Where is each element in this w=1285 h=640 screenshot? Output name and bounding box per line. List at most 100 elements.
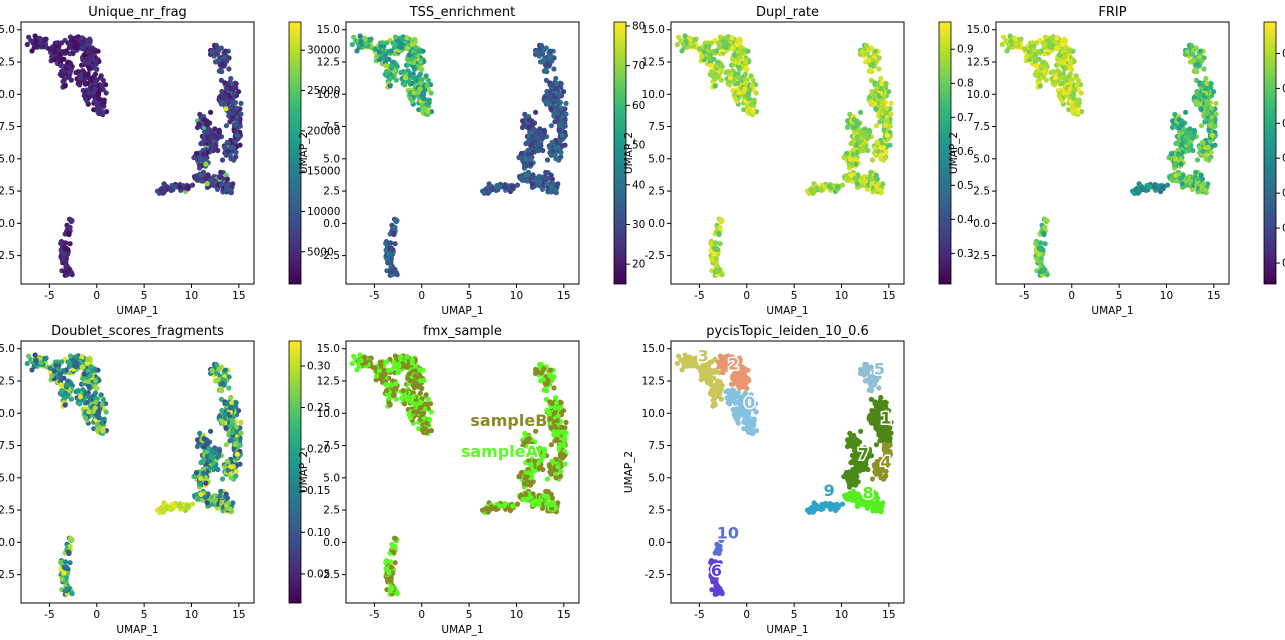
data-point xyxy=(882,123,889,129)
data-point xyxy=(742,71,749,77)
data-point xyxy=(1069,108,1076,114)
data-point xyxy=(714,267,720,273)
data-point xyxy=(1209,105,1215,111)
data-point xyxy=(232,154,238,160)
data-point xyxy=(233,149,239,155)
data-point xyxy=(551,55,557,61)
data-point xyxy=(1193,169,1199,175)
data-point xyxy=(1193,67,1199,73)
data-point xyxy=(854,122,860,128)
data-point xyxy=(79,35,85,41)
data-point xyxy=(94,108,101,114)
data-point xyxy=(87,45,94,51)
colorbar-tick-label: 10000 xyxy=(307,206,340,218)
data-point xyxy=(1004,48,1010,54)
data-point xyxy=(198,172,204,178)
data-point xyxy=(204,122,210,128)
data-point xyxy=(1202,119,1208,125)
data-point xyxy=(1200,181,1206,187)
data-point xyxy=(1038,259,1044,265)
data-point xyxy=(826,183,833,189)
data-point xyxy=(858,109,864,115)
data-point xyxy=(409,38,415,44)
data-point xyxy=(535,130,541,136)
data-point xyxy=(531,126,537,132)
data-point xyxy=(1198,123,1204,129)
data-point xyxy=(236,89,242,95)
data-point xyxy=(544,99,550,105)
data-point xyxy=(385,49,391,55)
data-point xyxy=(207,139,213,145)
data-point xyxy=(1208,149,1214,155)
data-point xyxy=(226,66,232,72)
data-point xyxy=(49,54,55,60)
scatter-points xyxy=(349,33,569,278)
data-point xyxy=(65,73,71,79)
data-point xyxy=(708,240,714,246)
y-tick-label: 5.0 xyxy=(323,153,340,165)
data-point xyxy=(185,184,191,190)
data-point xyxy=(717,34,724,40)
data-point xyxy=(202,175,208,181)
y-tick-label: -2.5 xyxy=(0,250,15,262)
data-point xyxy=(1194,99,1200,105)
data-point xyxy=(843,150,850,157)
data-point xyxy=(529,122,535,128)
data-point xyxy=(63,240,69,246)
data-point xyxy=(91,48,97,54)
data-point xyxy=(520,177,526,183)
data-point xyxy=(878,156,884,162)
data-point xyxy=(1151,183,1157,189)
data-point xyxy=(58,240,64,246)
data-point xyxy=(372,46,378,52)
y-tick-label: 7.5 xyxy=(0,121,15,133)
data-point xyxy=(223,123,229,129)
data-point xyxy=(363,41,369,47)
y-tick-label: 12.5 xyxy=(0,376,15,388)
data-point xyxy=(229,110,235,116)
data-point xyxy=(1191,47,1197,53)
data-point xyxy=(393,62,399,68)
data-point xyxy=(374,54,380,60)
data-point xyxy=(751,97,757,103)
y-tick-label: 10.0 xyxy=(317,89,340,101)
data-point xyxy=(884,105,890,111)
data-point xyxy=(60,49,66,55)
y-axis-label: UMAP_2 xyxy=(948,132,960,174)
x-tick-label: 10 xyxy=(510,290,523,302)
data-point xyxy=(1034,68,1040,75)
data-point xyxy=(68,381,74,387)
y-tick-label: 5.0 xyxy=(973,153,990,165)
data-point xyxy=(203,161,209,167)
data-point xyxy=(877,119,883,125)
data-point xyxy=(378,43,384,50)
data-point xyxy=(853,161,859,167)
data-point xyxy=(839,182,846,188)
data-point xyxy=(229,81,235,87)
data-point xyxy=(232,123,238,129)
data-point xyxy=(674,41,680,48)
data-point xyxy=(80,57,86,63)
data-point xyxy=(721,44,727,50)
data-point xyxy=(212,126,218,132)
data-point xyxy=(394,272,400,278)
data-point xyxy=(1185,130,1191,136)
data-point xyxy=(875,181,882,187)
data-point xyxy=(213,51,219,57)
y-tick-label: 10.0 xyxy=(0,89,15,101)
x-axis-label: UMAP_1 xyxy=(116,624,158,636)
data-point xyxy=(1201,55,1207,61)
y-tick-label: 5.0 xyxy=(648,153,665,165)
data-point xyxy=(1055,57,1061,63)
data-point xyxy=(423,73,429,79)
data-point xyxy=(206,126,212,132)
y-tick-label: 7.5 xyxy=(973,121,990,133)
data-point xyxy=(67,216,73,223)
data-point xyxy=(703,43,709,50)
data-point xyxy=(402,75,409,81)
data-point xyxy=(736,90,742,96)
data-point xyxy=(195,177,201,183)
x-tick-label: 5 xyxy=(466,290,473,302)
panel-3: Dupl_rate-5 0 5 10 15-2.50.02.55.07.510.012.… xyxy=(623,5,974,317)
data-point xyxy=(87,373,93,379)
